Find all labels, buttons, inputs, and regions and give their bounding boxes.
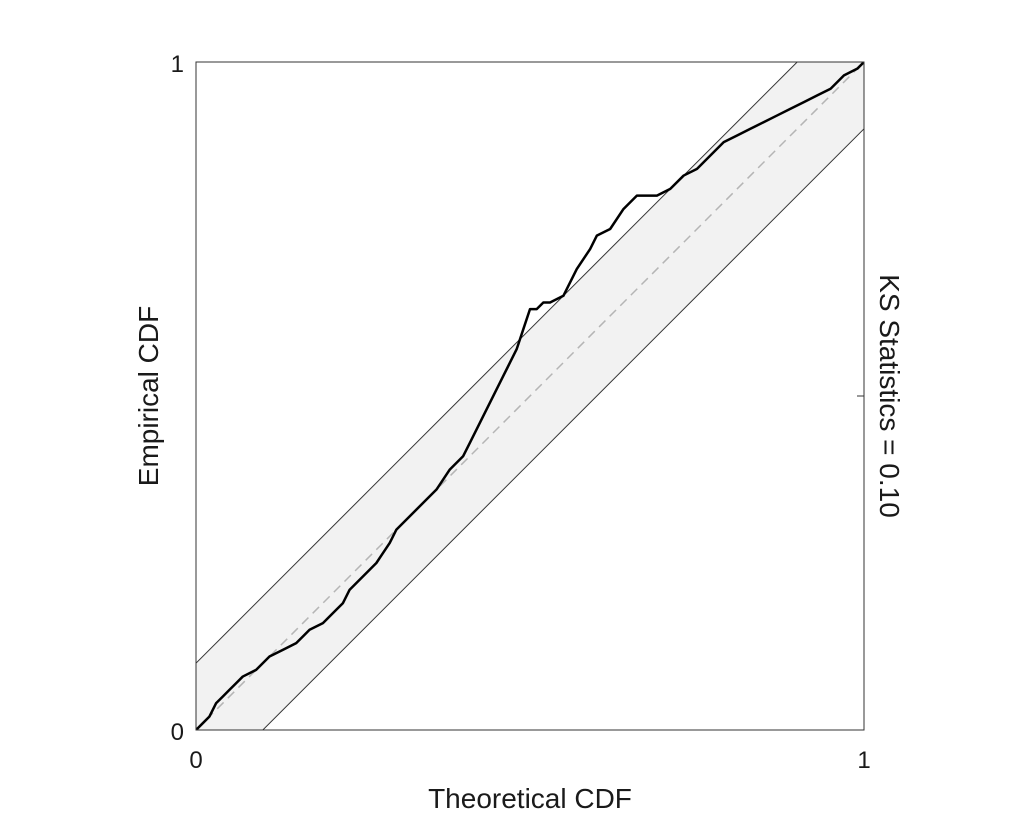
band-lower-edge (262, 128, 864, 730)
band-upper-edge (196, 62, 798, 664)
ecdf-line-series-0 (196, 62, 864, 730)
y-tick-label-top: 1 (171, 51, 184, 78)
series-layer (196, 62, 864, 730)
ks-confidence-band (196, 62, 864, 730)
x-tick-label-left: 0 (189, 747, 202, 774)
x-axis-label: Theoretical CDF (428, 783, 632, 814)
y-tick-label-bottom: 0 (171, 719, 184, 746)
y-axis-label: Empirical CDF (133, 306, 164, 486)
ks-statistic-annotation: KS Statistics = 0.10 (874, 274, 905, 518)
reference-diagonal-line (196, 62, 864, 730)
x-tick-label-right: 1 (857, 747, 870, 774)
